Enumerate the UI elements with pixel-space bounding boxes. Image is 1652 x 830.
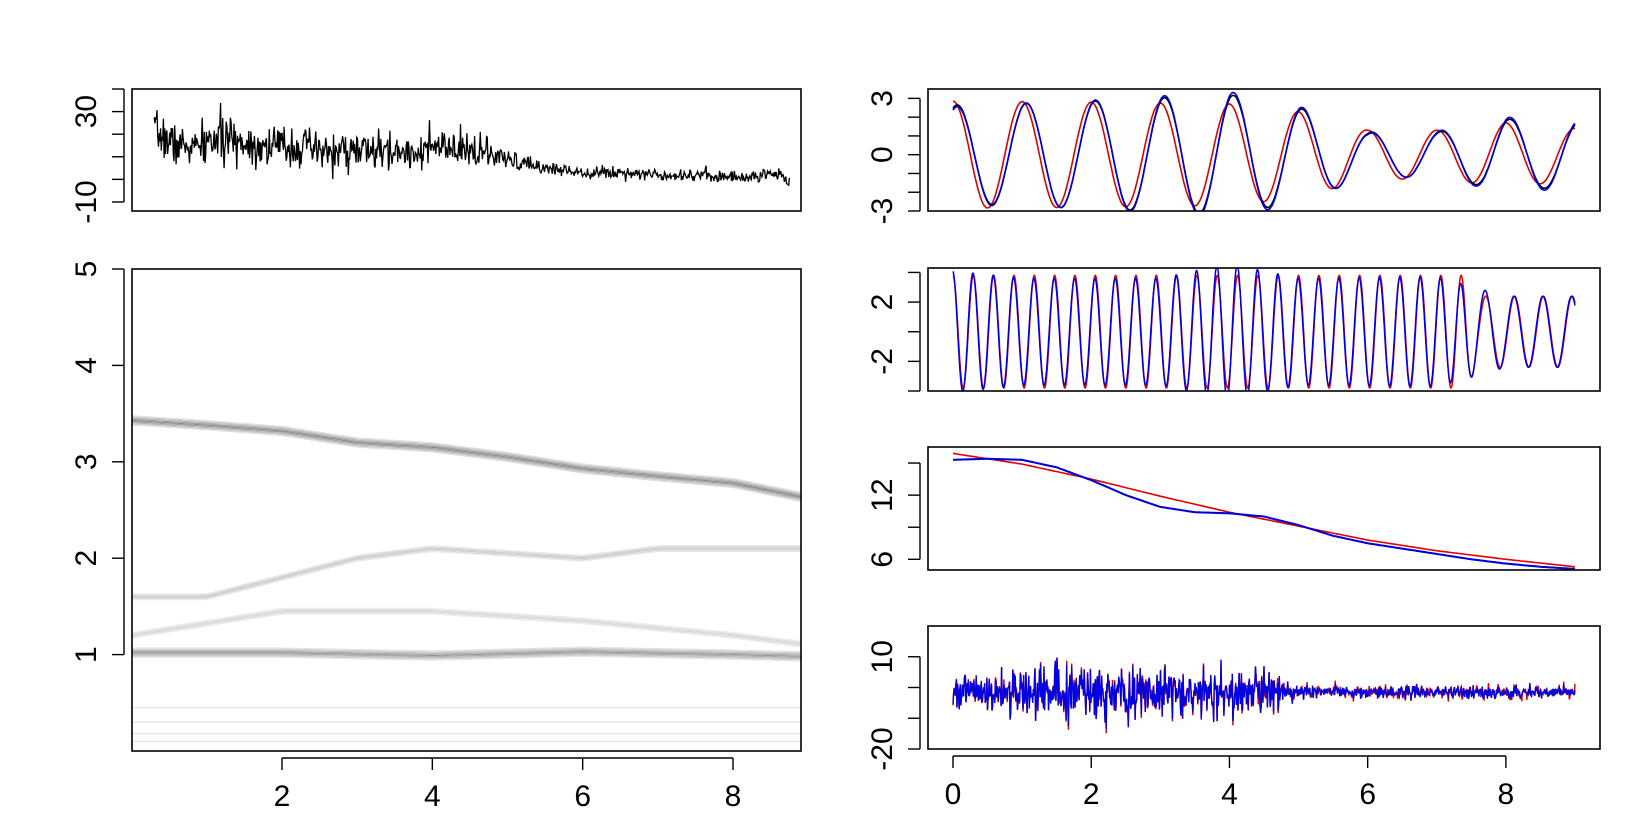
spectrogram-ridge-2 <box>132 547 801 597</box>
spectrogram-ridge-2 <box>132 545 801 595</box>
spectrogram-ridge-3 <box>132 610 801 644</box>
spectrogram-y-tick-label: 5 <box>70 261 103 278</box>
spectrogram-ridge-1 <box>132 650 801 656</box>
spectrogram-ridge-1 <box>132 652 801 658</box>
residual-x-tick-label: 8 <box>1498 778 1515 811</box>
trend-frame <box>927 446 1601 571</box>
component-2-panel: -2 2 <box>866 267 1601 392</box>
spectrogram-ridge-1 <box>132 655 801 662</box>
spectrogram-ridge-3 <box>132 612 801 647</box>
spectrogram-ridge-2 <box>132 546 801 596</box>
spectrogram-ridge-2 <box>132 551 801 601</box>
component-1-series-estimate-blue <box>952 91 1576 211</box>
spectrogram-ridge-1 <box>132 648 801 655</box>
spectrogram-panel: 1 2 3 4 5 2 4 6 8 <box>70 261 802 813</box>
spectrogram-x-tick-label: 8 <box>725 780 742 813</box>
residual-x-tick-label: 2 <box>1083 778 1100 811</box>
residual-frame <box>927 625 1601 750</box>
spectrogram-ridge-3 <box>132 609 801 643</box>
residual-panel: -20 10 0 2 4 6 8 <box>866 625 1601 811</box>
spectrogram-ridge-3 <box>132 607 801 642</box>
spectrogram-y-tick-label: 4 <box>70 357 103 374</box>
component-1-y-tick-label: 3 <box>866 90 899 107</box>
trend-y-tick-label: 6 <box>866 551 899 568</box>
spectrogram-x-tick-label: 6 <box>574 780 591 813</box>
spectrogram-ridge-0 <box>132 422 801 500</box>
component-2-series-estimate-blue <box>952 268 1576 391</box>
component-1-y-tick-label: 0 <box>866 146 899 163</box>
spectrogram-ridge-0 <box>132 421 801 499</box>
component-2-y-tick-label: 2 <box>866 294 899 311</box>
spectrogram-ridge-1 <box>132 647 801 654</box>
trend-series-estimate-blue <box>953 457 1576 570</box>
spectrogram-ridge-2 <box>132 549 801 599</box>
spectrogram-ridge-3 <box>132 611 801 646</box>
spectrogram-ridge-1 <box>132 651 801 657</box>
spectrogram-y-tick-label: 1 <box>70 646 103 663</box>
component-1-y-tick-label: -3 <box>866 198 899 225</box>
component-2-y-tick-label: -2 <box>866 348 899 375</box>
component-1-frame <box>927 88 1601 212</box>
spectrogram-ridge-0 <box>132 418 801 497</box>
component-2-frame <box>927 267 1601 392</box>
spectrogram-x-tick-label: 4 <box>424 780 441 813</box>
trend-series-true <box>952 452 1576 568</box>
residual-series-estimate-blue <box>952 657 1576 729</box>
residual-x-tick-label: 4 <box>1221 778 1238 811</box>
residual-x-tick-label: 0 <box>945 778 962 811</box>
residual-x-tick-label: 6 <box>1359 778 1376 811</box>
spectrogram-x-tick-label: 2 <box>274 780 291 813</box>
signal-y-tick-label: -10 <box>70 180 103 223</box>
spectrogram-ridge-1 <box>132 646 801 653</box>
signal-series-line <box>153 102 791 187</box>
signal-panel: -10 30 <box>70 88 802 224</box>
spectrogram-ridge-0 <box>132 415 801 493</box>
spectrogram-y-tick-label: 3 <box>70 453 103 470</box>
component-1-panel: -3 0 3 <box>866 88 1601 225</box>
trend-panel: 6 12 <box>866 446 1601 571</box>
spectrogram-ridge-1 <box>132 653 801 660</box>
spectrogram-ridge-0 <box>132 424 801 503</box>
spectrogram-y-tick-label: 2 <box>70 550 103 567</box>
signal-y-tick-label: 30 <box>70 95 103 128</box>
spectrogram-ridge-0 <box>132 419 801 498</box>
spectrogram-ridge-1 <box>132 654 801 661</box>
signal-frame <box>131 88 802 212</box>
spectrogram-ridge-0 <box>132 417 801 496</box>
spectrogram-ridge-3 <box>132 613 801 648</box>
spectrogram-ridge-0 <box>132 416 801 494</box>
trend-y-tick-label: 12 <box>866 478 899 511</box>
spectrogram-ridge-0 <box>132 423 801 501</box>
residual-y-tick-label: 10 <box>866 640 899 673</box>
residual-y-tick-label: -20 <box>866 727 899 770</box>
spectrogram-ridge-2 <box>132 548 801 598</box>
spectrogram-frame <box>131 268 802 752</box>
